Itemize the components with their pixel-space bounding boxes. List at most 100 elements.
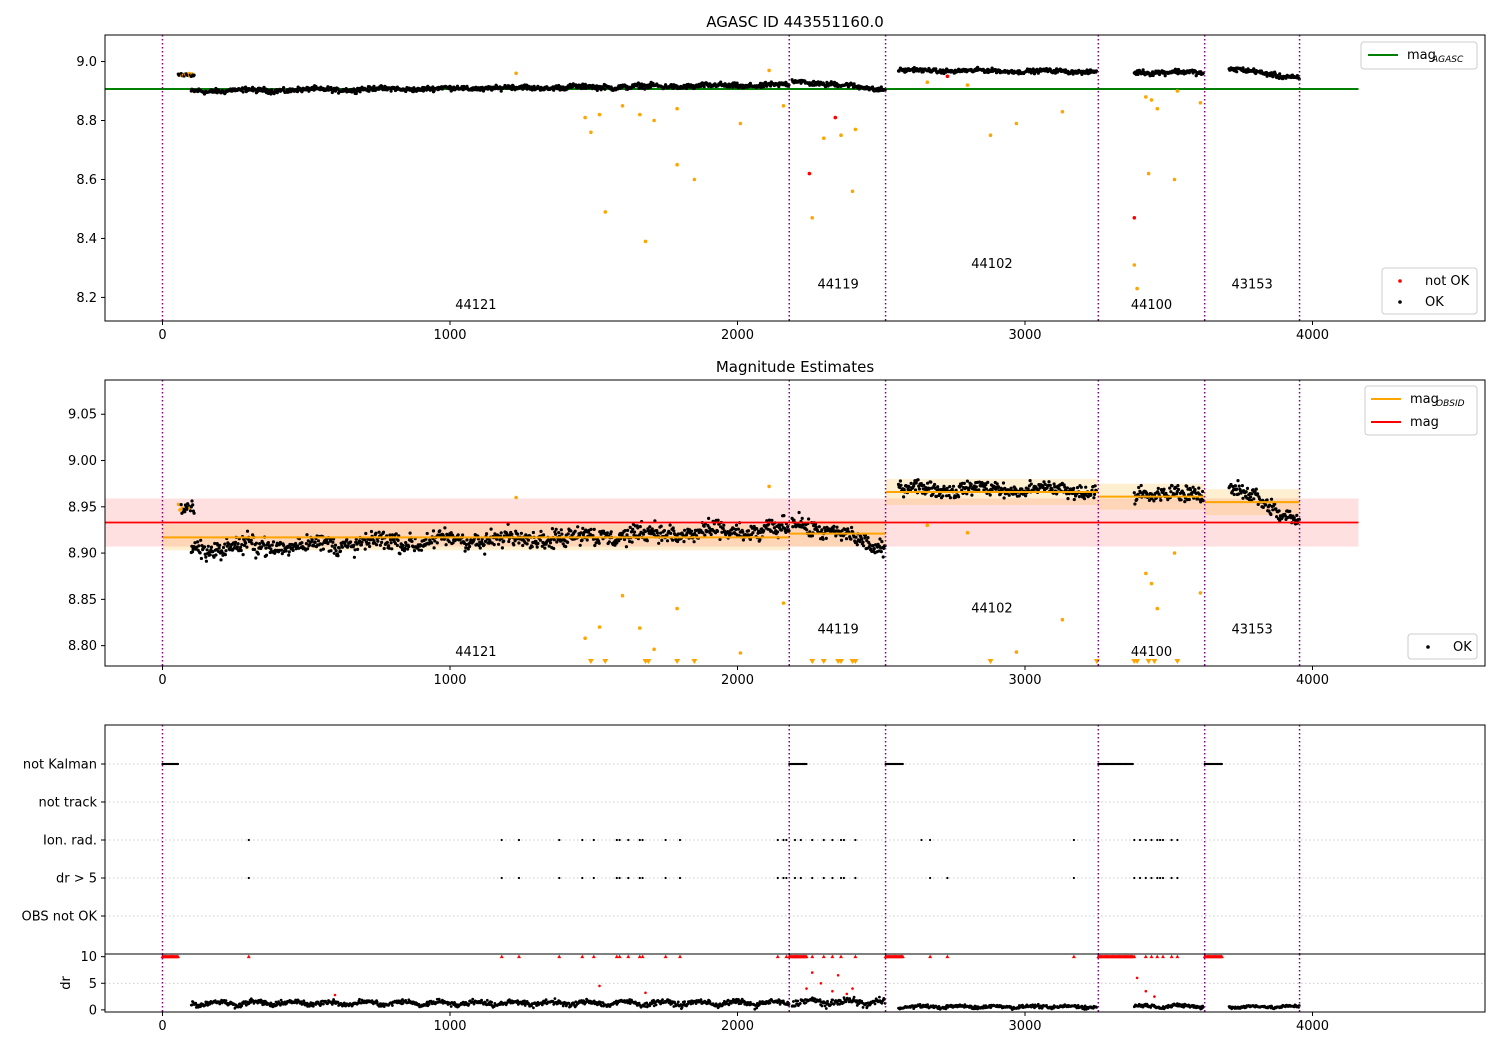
ok-point [669, 531, 673, 536]
ok-point [748, 81, 753, 85]
flag-point [1176, 876, 1179, 880]
ok-point [628, 539, 632, 544]
dr-point [768, 1001, 772, 1005]
ok-point [208, 553, 212, 557]
ok-point [1295, 513, 1299, 518]
ok-point [239, 545, 243, 549]
flag-point [1176, 838, 1179, 842]
ok-point [1201, 489, 1205, 494]
ok-point [192, 545, 196, 549]
flagged-point [1014, 650, 1019, 654]
flag-point [592, 838, 595, 842]
ok-point [478, 546, 482, 550]
ok-point [564, 545, 568, 549]
ok-point [500, 546, 504, 550]
flagged-point [514, 71, 518, 76]
ok-point [676, 532, 680, 536]
ok-point [984, 487, 989, 491]
ok-point [326, 541, 330, 546]
ok-point [291, 548, 295, 553]
flag-point [627, 876, 630, 880]
ok-point [1072, 486, 1076, 490]
ok-point [550, 527, 555, 531]
dr-point [826, 999, 829, 1003]
ok-point [218, 543, 222, 547]
panel1-x-tick-label: 0 [158, 328, 166, 343]
flag-point [811, 876, 814, 880]
ok-point [648, 525, 652, 529]
ok-point [319, 548, 323, 552]
ok-point [834, 534, 838, 538]
flagged-point [822, 136, 826, 140]
dr-point [322, 1002, 325, 1006]
ok-point [1277, 509, 1281, 513]
ok-point [495, 537, 499, 541]
flagged-point [1155, 606, 1160, 611]
flagged-point [1144, 95, 1148, 99]
flag-point [831, 838, 834, 842]
ok-point [1265, 498, 1269, 502]
ok-point [1094, 69, 1099, 73]
ok-point [641, 532, 646, 536]
ok-point [395, 543, 399, 548]
ok-point [444, 543, 448, 547]
ok-point [193, 541, 197, 545]
ok-point [1244, 490, 1248, 494]
ok-point [1170, 484, 1174, 488]
ok-point [854, 535, 858, 539]
ok-point [578, 543, 582, 547]
ok-point [1264, 503, 1268, 507]
ok-point [376, 539, 380, 543]
ok-point [438, 529, 442, 533]
ok-point [282, 543, 286, 548]
flag-point [615, 838, 618, 842]
ok-point [333, 543, 338, 547]
ok-point [630, 540, 634, 544]
flagged-point [1149, 581, 1154, 586]
ok-point [1035, 67, 1039, 71]
flagged-point [839, 133, 843, 137]
flag-point [1150, 876, 1153, 880]
flagged-point [810, 216, 814, 220]
legend-label: not OK [1425, 274, 1470, 289]
ok-point [531, 530, 536, 535]
ok-point [280, 552, 284, 556]
ok-point [483, 552, 487, 556]
ok-point [995, 482, 999, 486]
flag-point [929, 838, 932, 842]
ok-point [645, 539, 649, 543]
ok-point [736, 527, 741, 531]
ok-point [192, 73, 196, 77]
ok-point [722, 523, 726, 527]
not-ok-point [1132, 216, 1137, 220]
flag-point [805, 762, 808, 766]
ok-point [659, 524, 663, 528]
obsid-label: 43153 [1231, 623, 1272, 638]
dr-point [532, 1006, 535, 1010]
ok-point [219, 558, 223, 562]
ok-point [401, 543, 405, 548]
ok-point [235, 545, 239, 549]
ok-point [682, 540, 686, 544]
ok-point [974, 485, 978, 489]
ok-point [741, 530, 745, 534]
flag-point [1170, 838, 1173, 842]
obsid-label: 44102 [971, 601, 1012, 616]
ok-point [846, 527, 850, 531]
ok-point [585, 538, 589, 542]
panel1-y-tick-label: 8.4 [76, 232, 97, 247]
ok-point [256, 89, 260, 93]
panel2-x-tick-label: 4000 [1296, 673, 1329, 688]
ok-point [363, 538, 367, 542]
flag-point [785, 838, 788, 842]
ok-point [492, 543, 496, 547]
ok-point [353, 548, 357, 552]
ok-point [1179, 498, 1183, 502]
ok-point [702, 85, 706, 89]
ok-point [632, 533, 636, 537]
ok-point [1028, 479, 1032, 483]
ok-point [988, 493, 992, 497]
flag-point [1072, 838, 1075, 842]
ok-point [424, 537, 428, 541]
ok-point [1093, 492, 1097, 496]
